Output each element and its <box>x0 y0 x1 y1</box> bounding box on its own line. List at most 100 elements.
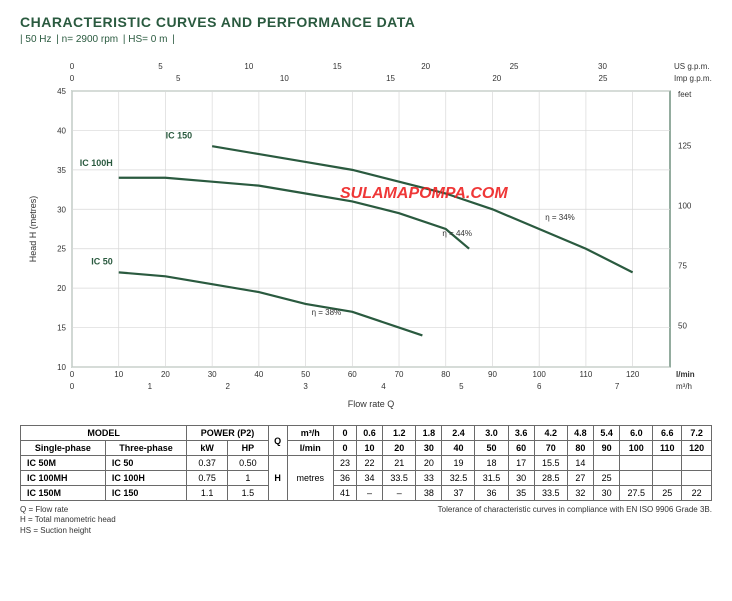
svg-text:Flow rate Q: Flow rate Q <box>348 399 395 409</box>
cell-hp: 1.5 <box>227 486 268 501</box>
svg-text:20: 20 <box>492 74 501 83</box>
h-cell: 35 <box>508 486 534 501</box>
h-cell: – <box>383 486 416 501</box>
q-m3h-cell: 4.8 <box>567 426 593 441</box>
page-subtitle: | 50 Hz | n= 2900 rpm | HS= 0 m | <box>20 34 712 45</box>
h-cell <box>620 456 653 471</box>
h-cell: 21 <box>383 456 416 471</box>
th-q: Q <box>268 426 287 456</box>
svg-text:30: 30 <box>57 205 66 214</box>
svg-text:70: 70 <box>395 370 404 379</box>
q-lmin-cell: 10 <box>356 441 382 456</box>
svg-text:35: 35 <box>57 166 66 175</box>
th-metres: metres <box>287 456 333 501</box>
svg-text:5: 5 <box>176 74 181 83</box>
q-m3h-cell: 3.6 <box>508 426 534 441</box>
h-cell <box>653 471 682 486</box>
svg-text:45: 45 <box>57 87 66 96</box>
cell-three: IC 50 <box>105 456 186 471</box>
svg-text:20: 20 <box>161 370 170 379</box>
q-m3h-cell: 4.2 <box>534 426 567 441</box>
h-cell: 27.5 <box>620 486 653 501</box>
q-lmin-cell: 20 <box>383 441 416 456</box>
svg-text:10: 10 <box>244 62 253 71</box>
svg-text:110: 110 <box>580 370 593 379</box>
svg-text:0: 0 <box>70 74 75 83</box>
svg-text:5: 5 <box>459 382 464 391</box>
svg-text:η = 34%: η = 34% <box>545 213 575 222</box>
svg-text:15: 15 <box>333 62 342 71</box>
h-cell: 22 <box>356 456 382 471</box>
svg-text:US g.p.m.: US g.p.m. <box>674 62 710 71</box>
cell-three: IC 150 <box>105 486 186 501</box>
th-lmin: l/min <box>287 441 333 456</box>
svg-text:90: 90 <box>488 370 497 379</box>
svg-text:25: 25 <box>599 74 608 83</box>
sub-hs: HS= 0 m <box>128 34 167 45</box>
h-cell: 32.5 <box>442 471 475 486</box>
svg-text:50: 50 <box>301 370 310 379</box>
h-cell: 36 <box>475 486 508 501</box>
h-cell <box>620 471 653 486</box>
th-power: POWER (P2) <box>187 426 268 441</box>
svg-text:40: 40 <box>254 370 263 379</box>
q-lmin-cell: 0 <box>334 441 357 456</box>
h-cell: 33.5 <box>534 486 567 501</box>
svg-text:m³/h: m³/h <box>676 382 692 391</box>
q-lmin-cell: 90 <box>594 441 620 456</box>
svg-text:η = 44%: η = 44% <box>442 229 472 238</box>
q-m3h-cell: 1.8 <box>416 426 442 441</box>
q-lmin-cell: 120 <box>682 441 712 456</box>
svg-text:IC 100H: IC 100H <box>80 158 113 168</box>
svg-text:20: 20 <box>57 284 66 293</box>
svg-text:1: 1 <box>148 382 153 391</box>
h-cell: 41 <box>334 486 357 501</box>
th-hp: HP <box>227 441 268 456</box>
h-cell: – <box>356 486 382 501</box>
q-m3h-cell: 3.0 <box>475 426 508 441</box>
svg-text:20: 20 <box>421 62 430 71</box>
h-cell: 38 <box>416 486 442 501</box>
svg-text:125: 125 <box>678 141 692 150</box>
legend-h: H = Total manometric head <box>20 515 116 525</box>
svg-text:100: 100 <box>533 370 547 379</box>
performance-chart: 0102030405060708090100110120101520253035… <box>20 55 712 411</box>
h-cell: 14 <box>567 456 593 471</box>
th-single: Single-phase <box>21 441 106 456</box>
svg-text:l/min: l/min <box>676 370 695 379</box>
svg-text:Head H (metres): Head H (metres) <box>28 196 38 263</box>
svg-text:100: 100 <box>678 202 692 211</box>
q-lmin-cell: 110 <box>653 441 682 456</box>
footer: Q = Flow rate H = Total manometric head … <box>20 505 712 536</box>
legend-q: Q = Flow rate <box>20 505 116 515</box>
cell-kw: 1.1 <box>187 486 228 501</box>
svg-text:15: 15 <box>57 324 66 333</box>
svg-text:50: 50 <box>678 322 687 331</box>
sub-rpm: n= 2900 rpm <box>62 34 118 45</box>
svg-text:30: 30 <box>208 370 217 379</box>
svg-text:2: 2 <box>226 382 231 391</box>
svg-text:25: 25 <box>510 62 519 71</box>
q-lmin-cell: 70 <box>534 441 567 456</box>
performance-table: MODELPOWER (P2)Qm³/h00.61.21.82.43.03.64… <box>20 425 712 501</box>
h-cell <box>653 456 682 471</box>
svg-text:η = 38%: η = 38% <box>312 308 342 317</box>
h-cell <box>682 471 712 486</box>
th-kw: kW <box>187 441 228 456</box>
svg-text:60: 60 <box>348 370 357 379</box>
h-cell: 22 <box>682 486 712 501</box>
h-cell: 19 <box>442 456 475 471</box>
sub-hz: 50 Hz <box>25 34 51 45</box>
h-cell: 20 <box>416 456 442 471</box>
svg-text:0: 0 <box>70 62 75 71</box>
h-cell: 25 <box>653 486 682 501</box>
h-cell: 37 <box>442 486 475 501</box>
q-lmin-cell: 50 <box>475 441 508 456</box>
h-cell <box>594 456 620 471</box>
h-cell: 23 <box>334 456 357 471</box>
svg-text:25: 25 <box>57 245 66 254</box>
h-cell: 32 <box>567 486 593 501</box>
svg-text:120: 120 <box>626 370 640 379</box>
h-cell: 31.5 <box>475 471 508 486</box>
svg-text:10: 10 <box>114 370 123 379</box>
